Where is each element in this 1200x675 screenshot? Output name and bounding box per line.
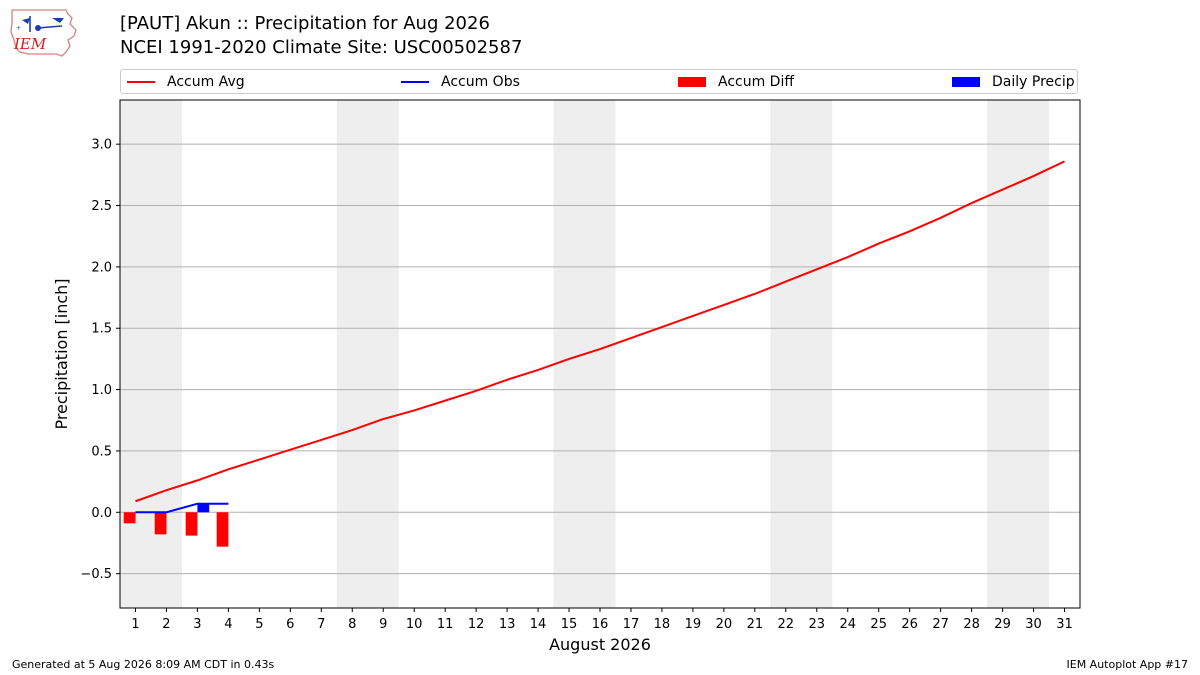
legend-swatch-accum-avg [127, 80, 155, 83]
weekend-shade-4 [770, 100, 833, 608]
plot-frame [119, 99, 1081, 609]
legend-item-accum-diff: Accum Diff [678, 70, 794, 93]
y-tick-label: −0.5 [80, 567, 112, 582]
y-tick-label: 2.5 [91, 199, 112, 214]
legend-item-accum-avg: Accum Avg [127, 70, 245, 93]
x-tick-label: 24 [839, 617, 856, 632]
y-tick-label: 2.0 [91, 260, 112, 275]
y-tick-label: 3.0 [91, 138, 112, 153]
legend-swatch-accum-obs [401, 80, 429, 83]
accum-obs-line [135, 502, 229, 514]
legend-label-accum-avg: Accum Avg [167, 73, 245, 90]
legend-label-daily-precip: Daily Precip [992, 73, 1075, 90]
daily-precip-bar [197, 503, 210, 513]
accum-diff-bar [216, 512, 229, 547]
x-tick-label: 13 [499, 617, 516, 632]
y-tick-label: 0.5 [91, 444, 112, 459]
weekend-shade-5 [987, 100, 1050, 608]
weekend-shade-1 [120, 100, 182, 608]
x-tick-label: 18 [654, 617, 671, 632]
x-axis-label: August 2026 [549, 635, 651, 654]
y-tick-label: 1.5 [91, 322, 112, 337]
x-tick-label: 8 [348, 617, 356, 632]
x-tick-label: 21 [747, 617, 764, 632]
iem-logo-icon: + IEM [10, 9, 77, 57]
legend-item-accum-obs: Accum Obs [401, 70, 520, 93]
legend-swatch-accum-diff [678, 76, 706, 87]
x-tick-label: 17 [623, 617, 640, 632]
legend-label-accum-obs: Accum Obs [441, 73, 520, 90]
x-tick-label: 26 [901, 617, 918, 632]
x-tick-label: 31 [1056, 617, 1073, 632]
x-tick-label: 22 [778, 617, 795, 632]
x-tick-label: 20 [716, 617, 733, 632]
x-tick-label: 4 [224, 617, 232, 632]
chart-title: [PAUT] Akun :: Precipitation for Aug 202… [120, 13, 490, 34]
accum-diff-bar [154, 512, 167, 535]
x-tick-label: 25 [870, 617, 887, 632]
x-tick-label: 9 [379, 617, 387, 632]
legend-swatch-daily-precip [952, 76, 980, 87]
x-tick-label: 15 [561, 617, 578, 632]
x-tick-label: 11 [437, 617, 454, 632]
x-tick-label: 1 [131, 617, 139, 632]
x-tick-label: 6 [286, 617, 294, 632]
x-tick-label: 29 [994, 617, 1011, 632]
legend-label-accum-diff: Accum Diff [718, 73, 795, 90]
legend-item-daily-precip: Daily Precip [952, 70, 1075, 93]
x-tick-label: 2 [162, 617, 170, 632]
x-tick-label: 30 [1025, 617, 1042, 632]
x-tick-label: 23 [809, 617, 826, 632]
y-axis-label: Precipitation [inch] [52, 278, 71, 429]
footer-generated-note: Generated at 5 Aug 2026 8:09 AM CDT in 0… [12, 658, 275, 671]
accum-diff-bar [185, 512, 198, 536]
chart-subtitle: NCEI 1991-2020 Climate Site: USC00502587 [120, 37, 523, 58]
accum-diff-bar [123, 512, 136, 524]
x-tick-label: 16 [592, 617, 609, 632]
svg-text:+: + [16, 25, 21, 32]
x-tick-label: 3 [193, 617, 201, 632]
x-tick-label: 5 [255, 617, 263, 632]
weekend-shade-2 [336, 100, 399, 608]
x-tick-label: 28 [963, 617, 980, 632]
accum-avg-line [135, 160, 1065, 503]
legend: Accum Avg Accum Obs Accum Diff Daily Pre… [120, 69, 1078, 94]
x-tick-label: 19 [685, 617, 702, 632]
y-tick-label: 1.0 [91, 383, 112, 398]
y-tick-label: 0.0 [91, 506, 112, 521]
x-tick-label: 10 [406, 617, 423, 632]
svg-text:IEM: IEM [13, 35, 47, 53]
x-tick-label: 7 [317, 617, 325, 632]
x-tick-label: 12 [468, 617, 485, 632]
x-tick-label: 27 [932, 617, 949, 632]
footer-app-label: IEM Autoplot App #17 [1066, 658, 1189, 671]
x-tick-label: 14 [530, 617, 547, 632]
